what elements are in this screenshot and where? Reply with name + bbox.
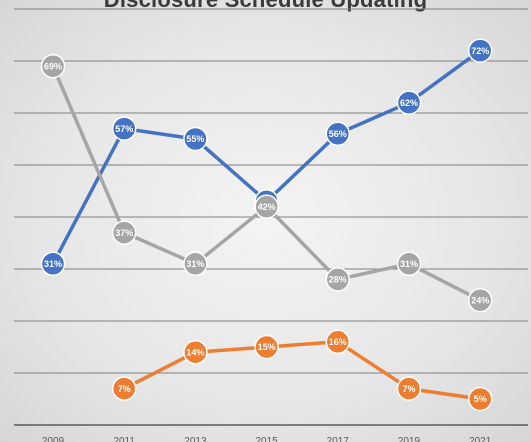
x-tick-label-2015: 2015 [255,436,278,442]
series-3-point-2011 [111,376,137,401]
series-1-point-2013 [183,126,208,152]
series-2-data-label-2015: 42% [258,202,276,212]
series-2-data-label-2013: 31% [186,259,204,269]
series-3-data-label-2015: 15% [258,342,276,352]
series-1-data-label-2019: 62% [400,98,418,108]
x-tick-label-2017: 2017 [327,436,350,442]
series-2-point-2021 [467,287,493,313]
series-2-point-2017 [325,267,351,292]
series-3-point-2013 [183,339,208,365]
x-tick-label-2011: 2011 [113,436,135,442]
series-2-data-label-2011: 37% [115,228,133,238]
series-2-data-label-2017: 28% [329,275,347,285]
series-2-data-label-2009: 69% [44,61,62,71]
series-1-data-label-2013: 55% [186,134,204,144]
series-1-point-2017 [325,121,351,147]
series-1-point-2019 [396,90,422,115]
series-2-point-2019 [396,251,422,277]
series-3-data-label-2013: 14% [186,347,204,357]
x-tick-label-2021: 2021 [469,436,492,442]
series-1-data-label-2017: 56% [329,129,347,139]
series-3-point-2015 [254,334,279,360]
series-1-point-2021 [467,38,493,63]
series-2-point-2013 [183,251,208,277]
series-1-point-2009 [40,251,66,277]
x-tick-label-2013: 2013 [184,436,207,442]
x-tick-label-2009: 2009 [42,436,65,442]
series-2-data-label-2021: 24% [471,295,489,305]
series-3-data-label-2017: 16% [329,337,347,347]
series-3-line [122,340,482,401]
series-1-point-2011 [111,116,137,141]
series-3-data-label-2011: 7% [118,384,131,394]
x-tick-label-2019: 2019 [398,436,421,442]
series-2-data-label-2019: 31% [400,259,418,269]
series-2-point-2009 [40,53,66,79]
series-3-data-label-2021: 5% [474,394,487,404]
series-2-point-2011 [111,220,137,245]
series-1-data-label-2021: 72% [471,46,489,56]
series-3-point-2019 [396,376,422,401]
series-3-data-label-2019: 7% [402,384,415,394]
series-3-point-2021 [467,386,493,412]
series-3-point-2017 [325,329,351,355]
series-2-point-2015 [254,194,279,219]
series-1-data-label-2011: 57% [115,124,133,134]
series-1-data-label-2009: 31% [44,259,62,269]
